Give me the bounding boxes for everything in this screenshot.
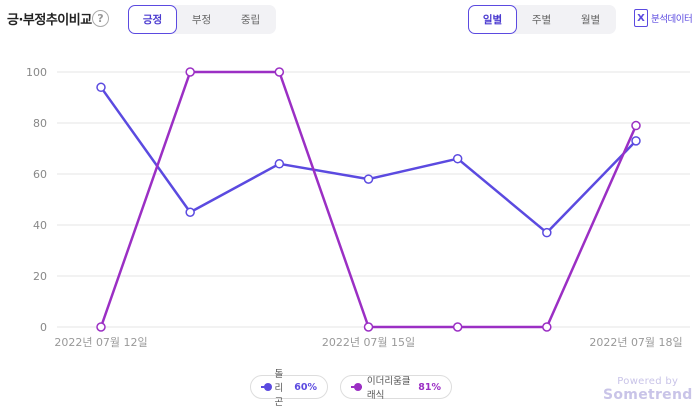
x-tick-label: 2022년 07월 18일	[589, 335, 682, 349]
trend-line-chart: 0 20 40 60 80 100 2022년 07월 12일 2022년 07월 15일 20…	[26, 66, 690, 349]
data-point-series-1	[274, 159, 285, 169]
data-point-series-2	[542, 322, 552, 332]
y-tick-label: 100	[26, 66, 47, 79]
data-point-series-2	[631, 120, 641, 131]
period-tabs: 일별 주별 월별	[468, 5, 616, 34]
y-tick-label: 0	[40, 321, 47, 334]
tab-negative[interactable]: 부정	[191, 14, 212, 26]
export-data-button[interactable]: X 분석데이터	[634, 9, 693, 27]
y-tick-label: 20	[33, 270, 47, 283]
tab-weekly[interactable]: 주별	[531, 14, 552, 26]
data-point-series-1	[631, 136, 641, 146]
data-point-series-1	[542, 227, 552, 238]
powered-by-text: Powered by	[617, 376, 679, 387]
data-point-series-2	[185, 67, 195, 77]
legend-percent: 60%	[294, 381, 317, 393]
legend-marker-icon	[261, 383, 273, 391]
series-line-1	[99, 86, 637, 234]
legend-marker-icon	[351, 383, 362, 391]
legend-percent: 81%	[418, 381, 441, 393]
x-tick-label: 2022년 07월 12일	[54, 335, 147, 349]
data-point-series-1	[96, 82, 106, 93]
data-point-series-2	[96, 322, 106, 332]
legend-item-series-2[interactable]: 이더리움클래식 81%	[340, 375, 452, 401]
y-tick-label: 80	[33, 117, 47, 130]
excel-icon: X	[634, 9, 648, 27]
data-point-series-2	[274, 67, 285, 77]
data-point-series-2	[363, 322, 374, 332]
tab-neutral[interactable]: 중립	[240, 14, 261, 26]
tab-daily[interactable]: 일별	[468, 5, 517, 34]
tab-monthly[interactable]: 월별	[580, 14, 601, 26]
legend-item-series-1[interactable]: 돌리곤 60%	[250, 369, 328, 408]
tab-positive[interactable]: 긍정	[128, 5, 177, 34]
help-icon[interactable]: ?	[92, 10, 109, 27]
x-tick-label: 2022년 07월 15일	[322, 335, 415, 349]
y-tick-label: 40	[33, 219, 47, 232]
sentiment-tabs: 긍정 부정 중립	[128, 5, 276, 34]
data-point-series-1	[363, 174, 374, 184]
legend-label: 이더리움클래식	[366, 376, 411, 401]
powered-by-logo: Powered by Sometrend	[603, 376, 693, 403]
export-data-label: 분석데이터	[651, 14, 693, 25]
y-tick-label: 60	[33, 168, 47, 181]
data-point-series-1	[185, 207, 195, 217]
page-title: 긍·부정추이비교	[7, 13, 92, 28]
brand-logo-text: Sometrend	[603, 387, 693, 403]
legend-label: 돌리곤	[274, 369, 284, 408]
data-point-series-2	[452, 322, 463, 332]
data-point-series-1	[452, 153, 463, 164]
